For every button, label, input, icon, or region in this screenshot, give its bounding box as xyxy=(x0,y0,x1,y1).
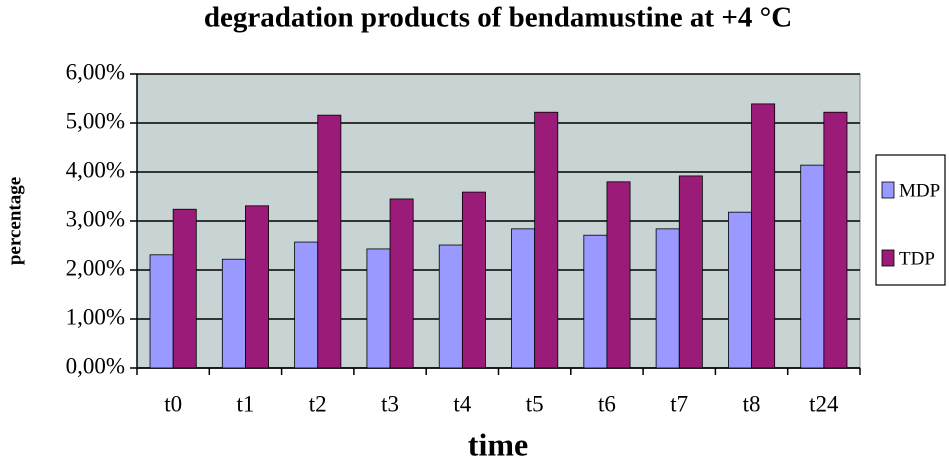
bar xyxy=(366,248,391,369)
x-tick-label: t2 xyxy=(309,391,327,416)
bar xyxy=(583,234,608,369)
x-axis-label: time xyxy=(468,426,528,462)
y-tick-label: 4,00% xyxy=(66,157,125,182)
x-tick-label: t8 xyxy=(743,391,761,416)
bar xyxy=(461,191,486,369)
y-tick-label: 2,00% xyxy=(66,255,125,280)
legend-label: TDP xyxy=(899,248,935,269)
x-tick-label: t24 xyxy=(809,391,839,416)
x-tick-label: t0 xyxy=(164,391,182,416)
y-tick-label: 3,00% xyxy=(66,206,125,231)
y-tick-label: 1,00% xyxy=(66,304,125,329)
x-tick-label: t4 xyxy=(453,391,471,416)
bar xyxy=(678,175,703,369)
bar xyxy=(823,111,848,369)
bar xyxy=(221,258,246,369)
legend-label: MDP xyxy=(899,180,940,201)
bar xyxy=(389,198,414,369)
bar xyxy=(172,208,197,369)
bar xyxy=(606,181,631,369)
bar xyxy=(245,205,269,369)
bar xyxy=(511,228,536,369)
y-tick-label: 0,00% xyxy=(66,353,125,378)
bar xyxy=(751,103,776,369)
x-tick-label: t1 xyxy=(237,391,255,416)
bar xyxy=(534,111,559,369)
legend-swatch xyxy=(881,181,895,199)
legend-swatch xyxy=(881,249,895,267)
x-tick-label: t5 xyxy=(526,391,544,416)
bar xyxy=(438,244,463,369)
y-tick-label: 5,00% xyxy=(66,108,125,133)
bar xyxy=(655,228,680,369)
bar xyxy=(317,114,342,369)
bar xyxy=(728,211,752,369)
chart-title: degradation products of bendamustine at … xyxy=(204,2,792,34)
bar xyxy=(294,241,319,369)
y-axis-label: percentage xyxy=(4,177,25,265)
y-tick-label: 6,00% xyxy=(66,59,125,84)
bar xyxy=(149,254,174,369)
bar xyxy=(800,164,825,369)
x-tick-label: t6 xyxy=(598,391,616,416)
x-tick-label: t3 xyxy=(381,391,399,416)
x-tick-label: t7 xyxy=(670,391,688,416)
